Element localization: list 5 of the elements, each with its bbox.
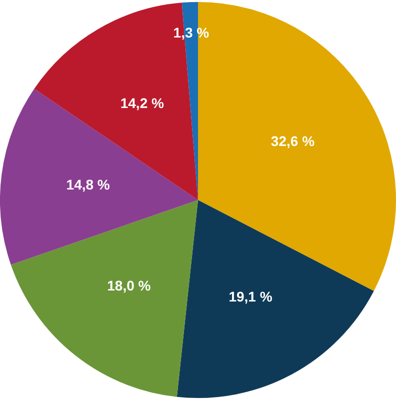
- data-label: 19,1 %: [228, 288, 273, 305]
- data-label: 14,2 %: [120, 95, 164, 112]
- data-label: 14,8 %: [66, 176, 110, 192]
- data-label: 32,6 %: [270, 133, 316, 150]
- data-label: 18,0 %: [107, 278, 152, 294]
